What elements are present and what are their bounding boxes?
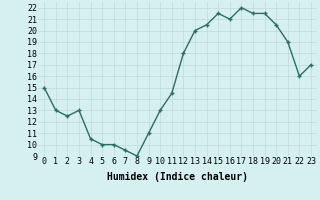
X-axis label: Humidex (Indice chaleur): Humidex (Indice chaleur) xyxy=(107,172,248,182)
